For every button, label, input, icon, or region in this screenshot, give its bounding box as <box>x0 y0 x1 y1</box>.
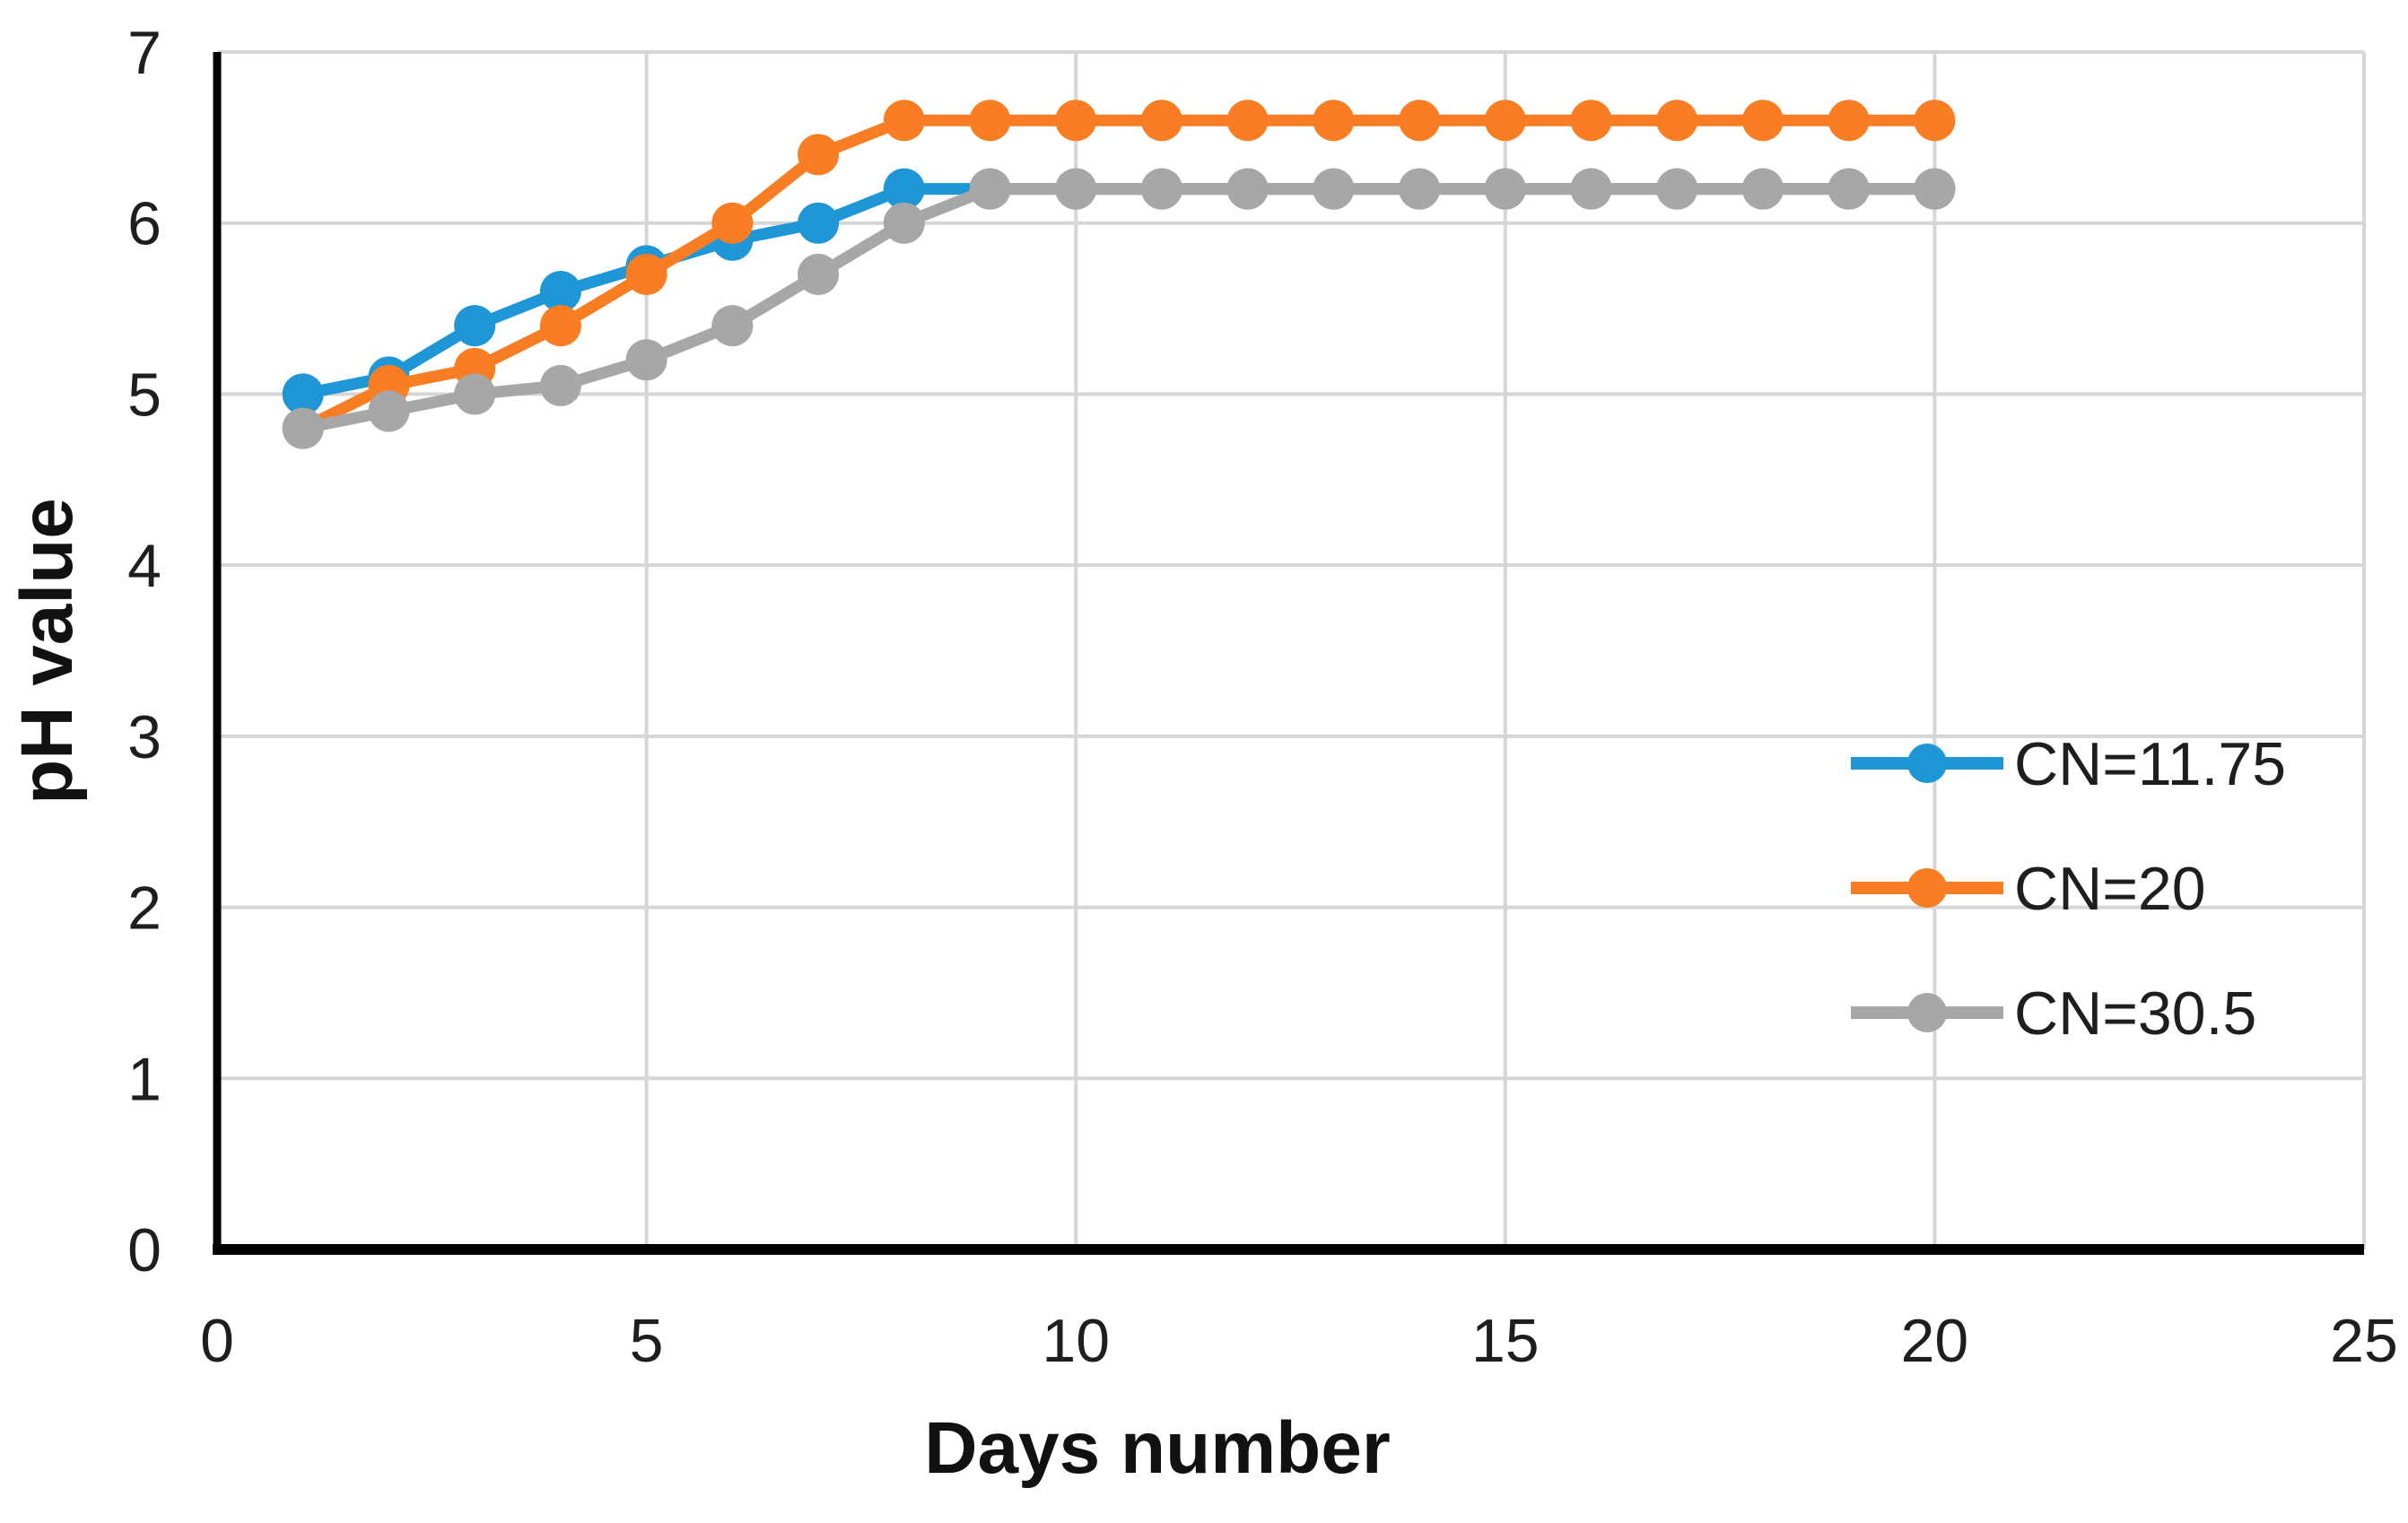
data-point-CN=11.75 <box>539 271 581 312</box>
y-axis-title: pH value <box>6 498 88 805</box>
y-tick-label: 3 <box>127 703 161 771</box>
data-point-CN=20 <box>883 100 925 142</box>
data-point-CN=30.5 <box>282 407 324 449</box>
axes <box>213 52 2364 1255</box>
data-point-CN=20 <box>1313 100 1355 142</box>
x-tick-label: 10 <box>1042 1307 1110 1375</box>
data-point-CN=20 <box>798 134 840 176</box>
data-point-CN=30.5 <box>1656 168 1698 210</box>
data-point-CN=11.75 <box>454 305 496 347</box>
data-point-CN=30.5 <box>1226 168 1269 210</box>
data-point-CN=30.5 <box>1399 168 1441 210</box>
data-point-CN=30.5 <box>1313 168 1355 210</box>
x-tick-label: 15 <box>1471 1307 1540 1375</box>
y-tick-label: 0 <box>127 1216 161 1284</box>
legend-label: CN=30.5 <box>2014 979 2256 1048</box>
data-point-CN=30.5 <box>625 339 667 381</box>
data-point-CN=30.5 <box>454 373 496 415</box>
data-point-CN=20 <box>969 100 1011 142</box>
data-point-CN=20 <box>1656 100 1698 142</box>
data-point-CN=30.5 <box>1055 168 1097 210</box>
gridlines <box>217 50 2366 1249</box>
legend-key-marker <box>1907 868 1947 908</box>
data-series <box>282 100 1956 449</box>
data-point-CN=30.5 <box>969 168 1011 210</box>
data-point-CN=30.5 <box>798 253 840 295</box>
data-point-CN=20 <box>1828 100 1870 142</box>
legend-label: CN=20 <box>2014 855 2206 923</box>
legend: CN=11.75 CN=20 CN=30.5 <box>1851 730 2286 1048</box>
x-tick-label: 25 <box>2330 1307 2398 1375</box>
data-point-CN=11.75 <box>282 373 324 415</box>
data-point-CN=30.5 <box>368 390 410 432</box>
legend-key-marker <box>1907 993 1947 1032</box>
data-point-CN=11.75 <box>798 202 840 244</box>
y-tick-label: 6 <box>127 190 161 258</box>
data-point-CN=30.5 <box>883 202 925 244</box>
data-point-CN=20 <box>1484 100 1526 142</box>
y-tick-label: 4 <box>127 532 161 600</box>
data-point-CN=20 <box>1140 100 1182 142</box>
data-point-CN=20 <box>711 202 754 244</box>
legend-item: CN=20 <box>1851 855 2206 923</box>
tick-labels: 0 1 2 3 4 5 6 7 0 5 10 15 20 25 <box>127 19 2398 1375</box>
data-point-CN=11.75 <box>883 168 925 210</box>
data-point-CN=20 <box>1741 100 1784 142</box>
y-tick-label: 7 <box>127 19 161 87</box>
data-point-CN=30.5 <box>711 305 754 347</box>
legend-item: CN=11.75 <box>1851 730 2286 798</box>
data-point-CN=30.5 <box>1741 168 1784 210</box>
x-tick-label: 20 <box>1901 1307 1969 1375</box>
data-point-CN=30.5 <box>1140 168 1182 210</box>
y-tick-label: 2 <box>127 875 161 943</box>
data-point-CN=20 <box>1570 100 1612 142</box>
data-point-CN=30.5 <box>1484 168 1526 210</box>
data-point-CN=20 <box>1914 100 1956 142</box>
y-tick-label: 5 <box>127 361 161 429</box>
data-point-CN=20 <box>539 305 581 347</box>
data-point-CN=20 <box>1399 100 1441 142</box>
legend-key-marker <box>1907 744 1947 783</box>
data-point-CN=30.5 <box>1828 168 1870 210</box>
legend-item: CN=30.5 <box>1851 979 2256 1048</box>
legend-label: CN=11.75 <box>2014 730 2286 798</box>
data-point-CN=30.5 <box>539 364 581 406</box>
data-point-CN=20 <box>1226 100 1269 142</box>
y-tick-label: 1 <box>127 1045 161 1113</box>
data-point-CN=20 <box>625 253 667 295</box>
data-point-CN=30.5 <box>1914 168 1956 210</box>
data-point-CN=30.5 <box>1570 168 1612 210</box>
x-tick-label: 0 <box>200 1307 234 1375</box>
x-tick-label: 5 <box>630 1307 664 1375</box>
x-axis-title: Days number <box>924 1407 1391 1489</box>
data-point-CN=20 <box>1055 100 1097 142</box>
